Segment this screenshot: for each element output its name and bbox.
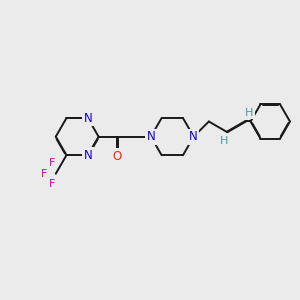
Text: F: F	[49, 179, 55, 189]
Text: N: N	[83, 149, 92, 162]
Text: N: N	[189, 130, 198, 143]
Text: N: N	[83, 112, 92, 124]
Text: H: H	[220, 136, 228, 146]
Text: O: O	[112, 150, 122, 163]
Text: H: H	[245, 108, 253, 118]
Text: F: F	[49, 158, 55, 168]
Text: F: F	[41, 169, 48, 179]
Text: N: N	[146, 130, 155, 143]
